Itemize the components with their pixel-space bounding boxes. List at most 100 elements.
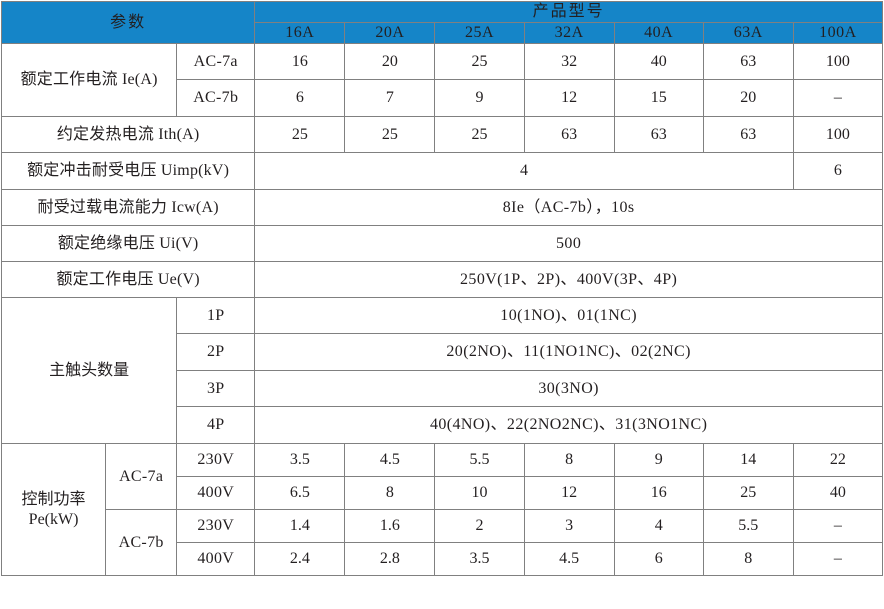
table-row-impulse-voltage: 额定冲击耐受电压 Uimp(kV) 4 6 [0, 152, 884, 190]
cell-working-voltage-value: 250V(1P、2P)、400V(3P、4P) [254, 261, 883, 298]
cell-rated-current-ac7b-25a: 9 [434, 79, 525, 117]
sublabel-ac7b: AC-7b [176, 79, 256, 117]
header-model-63a: 63A [702, 22, 794, 44]
cell-insulation-voltage-value: 500 [254, 225, 883, 262]
cell-rated-current-ac7a-16a: 16 [254, 43, 346, 80]
header-model-32a: 32A [523, 22, 615, 44]
cell-thermal-current-32a: 63 [523, 116, 615, 153]
sublabel-pole-1p: 1P [176, 297, 256, 334]
table-row-main-contacts-2p: 2P 20(2NO)、11(1NO1NC)、02(2NC) [2, 333, 883, 371]
table-row-main-contacts-4p: 4P 40(4NO)、22(2NO2NC)、31(3NO1NC) [2, 406, 883, 444]
cell-control-power-ac7b-230v-16a: 1.4 [254, 509, 346, 543]
cell-rated-current-ac7b-40a: 15 [613, 79, 704, 117]
cell-rated-current-ac7b-20a: 7 [344, 79, 436, 117]
cell-rated-current-ac7a-20a: 20 [344, 43, 436, 80]
cell-impulse-voltage-main: 4 [254, 152, 794, 190]
table-row-control-power-ac7a-230v: 控制功率 Pe(kW) AC-7a 230V 3.5 4.5 5.5 8 9 1… [0, 443, 884, 576]
cell-rated-current-ac7a-32a: 32 [523, 43, 615, 80]
cell-main-contacts-4p: 40(4NO)、22(2NO2NC)、31(3NO1NC) [254, 406, 883, 444]
cell-rated-current-ac7b-100a: – [792, 79, 884, 117]
row-label-insulation-voltage: 额定绝缘电压 Ui(V) [0, 225, 256, 262]
sublabel-pole-4p: 4P [176, 406, 256, 444]
cell-control-power-ac7a-400v-100a: 40 [792, 476, 884, 510]
header-model-100a: 100A [792, 22, 884, 44]
sublabel-control-power-ac7b: AC-7b [105, 509, 178, 576]
cell-thermal-current-25a: 25 [434, 116, 525, 153]
header-model-16a: 16A [254, 22, 346, 44]
specification-table: 参数 产品型号 16A 20A 25A 32A 40A 63A 100A 额定工… [0, 1, 884, 576]
row-label-control-power: 控制功率 Pe(kW) [0, 443, 107, 576]
cell-main-contacts-2p: 20(2NO)、11(1NO1NC)、02(2NC) [254, 333, 883, 371]
cell-control-power-ac7a-400v-40a: 16 [613, 476, 704, 510]
control-power-label-line2: Pe(kW) [28, 510, 79, 528]
header-model-40a: 40A [613, 22, 704, 44]
cell-control-power-ac7b-400v-40a: 6 [613, 542, 704, 576]
sublabel-pole-3p: 3P [176, 370, 256, 407]
cell-overload-capacity-value: 8Ie（AC-7b），10s [254, 189, 883, 226]
sublabel-ac7a: AC-7a [176, 43, 256, 80]
sublabel-voltage-ac7b-230v: 230V [176, 509, 256, 543]
cell-control-power-ac7a-400v-32a: 12 [523, 476, 615, 510]
sublabel-control-power-ac7a: AC-7a [105, 443, 178, 510]
cell-control-power-ac7b-230v-32a: 3 [523, 509, 615, 543]
table-row-working-voltage: 额定工作电压 Ue(V) 250V(1P、2P)、400V(3P、4P) [0, 261, 883, 298]
cell-thermal-current-20a: 25 [344, 116, 436, 153]
table-row-overload-capacity: 耐受过载电流能力 Icw(A) 8Ie（AC-7b），10s [0, 189, 883, 226]
cell-control-power-ac7a-230v-20a: 4.5 [344, 443, 436, 477]
header-parameter-label: 参数 [0, 1, 256, 44]
cell-rated-current-ac7a-63a: 63 [702, 43, 794, 80]
table-row-insulation-voltage: 额定绝缘电压 Ui(V) 500 [0, 225, 883, 262]
sublabel-voltage-ac7a-400v: 400V [176, 476, 256, 510]
cell-control-power-ac7b-400v-32a: 4.5 [523, 542, 615, 576]
table-row-main-contacts-1p: 主触头数量 1P 10(1NO)、01(1NC) [0, 297, 883, 444]
table-header-row-models: 16A 20A 25A 32A 40A 63A 100A [2, 22, 884, 44]
sublabel-voltage-ac7a-230v: 230V [176, 443, 256, 477]
cell-control-power-ac7b-230v-25a: 2 [434, 509, 525, 543]
cell-rated-current-ac7b-16a: 6 [254, 79, 346, 117]
table-header-row-group: 参数 产品型号 [0, 1, 883, 44]
table-row-control-power-ac7b-400v: 400V 2.4 2.8 3.5 4.5 6 8 – [2, 542, 884, 576]
table-row-control-power-ac7b-230v: AC-7b 230V 1.4 1.6 2 3 4 5.5 – [2, 509, 884, 576]
cell-control-power-ac7b-400v-63a: 8 [702, 542, 794, 576]
cell-control-power-ac7a-400v-20a: 8 [344, 476, 436, 510]
cell-control-power-ac7a-230v-32a: 8 [523, 443, 615, 477]
row-label-thermal-current: 约定发热电流 Ith(A) [0, 116, 256, 153]
cell-impulse-voltage-100a: 6 [792, 152, 884, 190]
sublabel-pole-2p: 2P [176, 333, 256, 371]
cell-thermal-current-40a: 63 [613, 116, 704, 153]
header-model-20a: 20A [344, 22, 436, 44]
header-product-model-label: 产品型号 [254, 1, 883, 23]
cell-rated-current-ac7a-25a: 25 [434, 43, 525, 80]
cell-control-power-ac7b-400v-25a: 3.5 [434, 542, 525, 576]
cell-rated-current-ac7a-100a: 100 [792, 43, 884, 80]
cell-main-contacts-1p: 10(1NO)、01(1NC) [254, 297, 883, 334]
cell-control-power-ac7b-400v-20a: 2.8 [344, 542, 436, 576]
cell-rated-current-ac7b-32a: 12 [523, 79, 615, 117]
cell-control-power-ac7a-230v-16a: 3.5 [254, 443, 346, 477]
table-row-rated-current-ac7b: AC-7b 6 7 9 12 15 20 – [2, 79, 884, 117]
cell-thermal-current-16a: 25 [254, 116, 346, 153]
cell-control-power-ac7a-400v-63a: 25 [702, 476, 794, 510]
cell-control-power-ac7a-230v-25a: 5.5 [434, 443, 525, 477]
cell-control-power-ac7b-230v-20a: 1.6 [344, 509, 436, 543]
cell-control-power-ac7a-230v-63a: 14 [702, 443, 794, 477]
sublabel-voltage-ac7b-400v: 400V [176, 542, 256, 576]
row-label-rated-current: 额定工作电流 Ie(A) [0, 43, 178, 117]
cell-control-power-ac7b-230v-63a: 5.5 [702, 509, 794, 543]
cell-control-power-ac7b-230v-100a: – [792, 509, 884, 543]
row-label-impulse-voltage: 额定冲击耐受电压 Uimp(kV) [0, 152, 256, 190]
cell-rated-current-ac7b-63a: 20 [702, 79, 794, 117]
table-row-control-power-ac7a-400v: 400V 6.5 8 10 12 16 25 40 [2, 476, 884, 510]
row-label-overload-capacity: 耐受过载电流能力 Icw(A) [0, 189, 256, 226]
table-row-main-contacts-3p: 3P 30(3NO) [2, 370, 883, 407]
table-row-thermal-current: 约定发热电流 Ith(A) 25 25 25 63 63 63 100 [0, 116, 884, 153]
control-power-label-line1: 控制功率 [21, 490, 86, 508]
cell-control-power-ac7b-400v-100a: – [792, 542, 884, 576]
cell-control-power-ac7a-230v-40a: 9 [613, 443, 704, 477]
cell-control-power-ac7a-400v-25a: 10 [434, 476, 525, 510]
table-row-rated-current-ac7a: 额定工作电流 Ie(A) AC-7a 16 20 25 32 40 63 100 [0, 43, 884, 117]
cell-control-power-ac7b-400v-16a: 2.4 [254, 542, 346, 576]
header-model-25a: 25A [434, 22, 525, 44]
cell-thermal-current-63a: 63 [702, 116, 794, 153]
row-label-main-contacts: 主触头数量 [0, 297, 178, 444]
